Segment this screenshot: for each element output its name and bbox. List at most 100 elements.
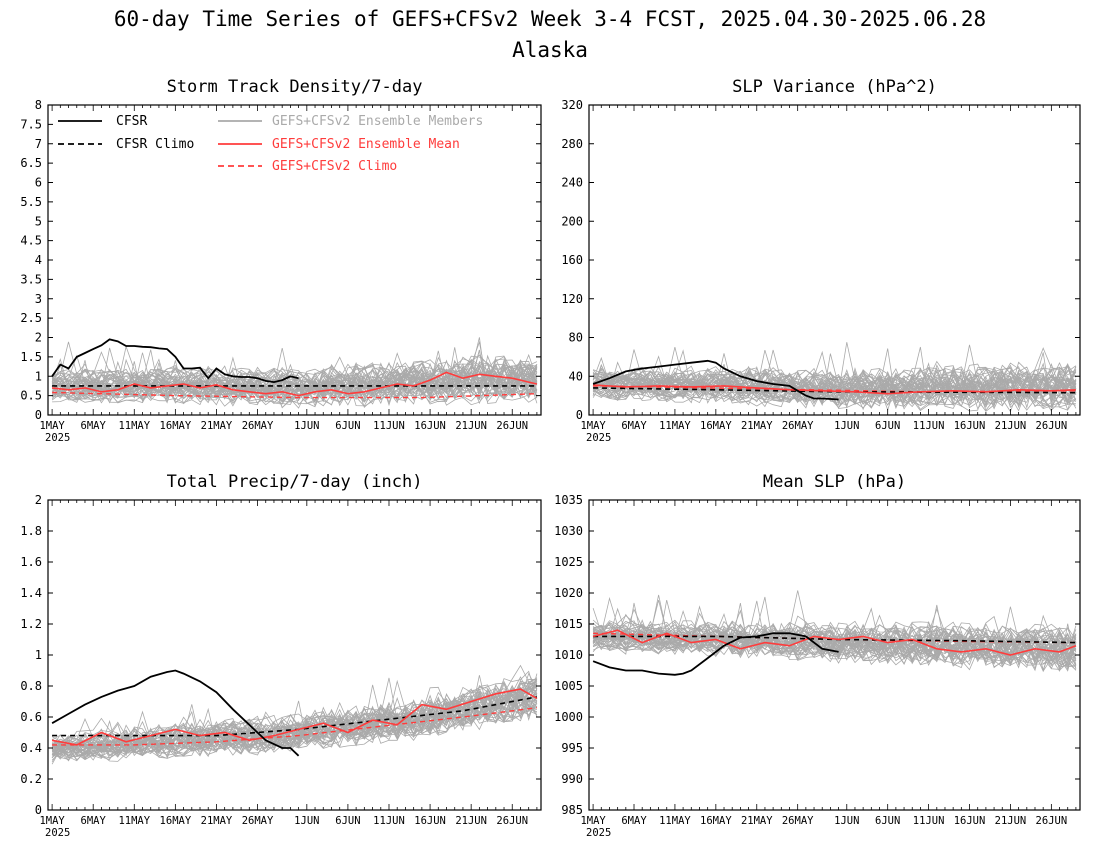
ensemble-members-precip — [51, 664, 538, 765]
y-tick-label: 1.4 — [20, 586, 42, 600]
x-tick-label: 1JUN — [834, 420, 859, 432]
x-tick-label: 21JUN — [455, 420, 487, 432]
ensemble-member-line — [592, 368, 1077, 409]
ensemble-member-line — [592, 632, 1077, 672]
y-tick-label: 1.8 — [20, 524, 42, 538]
x-tick-label: 21JUN — [995, 815, 1027, 827]
x-tick-label: 11MAY — [118, 420, 150, 432]
panel-slpvar: SLP Variance (hPa^2) 0 40 80 120 160 200 240 280… — [561, 77, 1081, 444]
ensemble-member-line — [51, 345, 538, 390]
x-tick-label: 26JUN — [1036, 420, 1068, 432]
y-tick-label: 0.8 — [20, 679, 42, 693]
x-tick-label: 16JUN — [954, 420, 986, 432]
x-tick-label: 1JUN — [294, 815, 319, 827]
ensemble-member-line — [51, 684, 538, 756]
y-tick-label: 320 — [561, 98, 583, 112]
y-tick-label: 2.5 — [20, 311, 42, 325]
y-tick-label: 1025 — [554, 555, 583, 569]
x-tick-label: 16MAY — [160, 815, 192, 827]
ensemble-member-line — [592, 364, 1077, 401]
ensemble-member-line — [51, 349, 538, 403]
ensemble-mean-line-mslp — [592, 629, 1077, 656]
y-tick-label: 0.6 — [20, 710, 42, 724]
ensemble-member-line — [51, 367, 538, 405]
ensemble-members-mslp — [592, 590, 1077, 673]
y-tick-label: 3 — [35, 292, 42, 306]
y-tick-label: 5.5 — [20, 195, 42, 209]
cfsr-line-storm — [51, 338, 299, 384]
x-tick-label: 21MAY — [201, 420, 233, 432]
x-year-label: 2025 — [586, 432, 611, 444]
x-tick-label: 6JUN — [335, 420, 360, 432]
ensemble-member-line — [51, 351, 538, 393]
x-tick-label: 1MAY — [39, 420, 65, 432]
y-tick-label: 995 — [561, 741, 583, 755]
legend-label-members: GEFS+CFSv2 Ensemble Members — [272, 114, 483, 129]
ensemble-mean-line-storm — [52, 371, 538, 397]
x-tick-label: 21JUN — [455, 815, 487, 827]
y-tick-label: 1000 — [554, 710, 583, 724]
ensemble-members-slpvar — [592, 342, 1077, 413]
x-tick-label: 11JUN — [913, 420, 945, 432]
x-tick-label: 21MAY — [741, 420, 773, 432]
y-tick-label: 80 — [569, 331, 583, 345]
x-tick-label: 11JUN — [373, 420, 405, 432]
gefs-climo-line-precip — [52, 707, 537, 746]
y-tick-label: 0 — [576, 408, 583, 422]
ensemble-member-line — [593, 362, 1077, 397]
ensemble-member-line — [52, 366, 538, 399]
ensemble-member-line — [592, 619, 1077, 662]
y-tick-label: 1010 — [554, 648, 583, 662]
legend-label-ens_mean: GEFS+CFSv2 Ensemble Mean — [272, 137, 460, 152]
y-tick-label: 1015 — [554, 617, 583, 631]
y-tick-label: 0.4 — [20, 741, 42, 755]
x-tick-label: 26MAY — [242, 815, 274, 827]
y-tick-label: 1 — [35, 369, 42, 383]
x-tick-label: 16MAY — [160, 420, 192, 432]
ensemble-member-line — [51, 687, 538, 756]
figure-title: 60-day Time Series of GEFS+CFSv2 Week 3-… — [114, 7, 986, 31]
plot-area-storm — [51, 337, 538, 409]
y-tick-label: 8 — [35, 98, 42, 112]
panel-title-slpvar: SLP Variance (hPa^2) — [732, 77, 937, 97]
x-tick-label: 6JUN — [875, 420, 900, 432]
y-tick-label: 985 — [561, 803, 583, 817]
x-tick-label: 11JUN — [373, 815, 405, 827]
x-tick-label: 6JUN — [335, 815, 360, 827]
y-tick-label: 1.5 — [20, 350, 42, 364]
y-tick-label: 1035 — [554, 493, 583, 507]
ensemble-mean-line-slpvar — [593, 384, 1076, 395]
legend-label-cfsr: CFSR — [116, 114, 147, 129]
gefs-climo-line-storm — [52, 391, 537, 399]
y-tick-label: 0.5 — [20, 389, 42, 403]
ensemble-member-line — [51, 672, 538, 748]
ensemble-member-line — [592, 346, 1077, 403]
ensemble-member-line — [51, 688, 538, 757]
y-tick-label: 240 — [561, 176, 583, 190]
ensemble-member-line — [51, 357, 538, 397]
legend-label-gefs_climo: GEFS+CFSv2 Climo — [272, 159, 397, 174]
x-tick-label: 16JUN — [414, 815, 446, 827]
ensemble-member-line — [593, 371, 1077, 412]
y-tick-label: 0.2 — [20, 772, 42, 786]
ensemble-member-line — [592, 380, 1076, 410]
x-tick-label: 16JUN — [414, 420, 446, 432]
y-tick-label: 120 — [561, 292, 583, 306]
plot-frame-precip — [47, 499, 542, 811]
plot-area-precip — [51, 664, 538, 765]
y-tick-label: 990 — [561, 772, 583, 786]
x-year-label: 2025 — [45, 827, 70, 839]
cfsr-line-slpvar — [592, 359, 839, 401]
panel-storm: Storm Track Density/7-day 0 0.5 1 1.5 2 2.5 3 3.… — [20, 77, 542, 444]
y-tick-label: 160 — [561, 253, 583, 267]
ensemble-mean-line-precip — [51, 688, 538, 746]
x-tick-label: 26MAY — [782, 815, 814, 827]
y-tick-label: 2 — [35, 331, 42, 345]
ensemble-member-line — [52, 689, 538, 756]
y-tick-label: 280 — [561, 137, 583, 151]
y-tick-label: 2 — [35, 493, 42, 507]
plot-area-mslp — [592, 590, 1077, 676]
x-tick-label: 1MAY — [580, 815, 606, 827]
ensemble-member-line — [51, 367, 538, 401]
